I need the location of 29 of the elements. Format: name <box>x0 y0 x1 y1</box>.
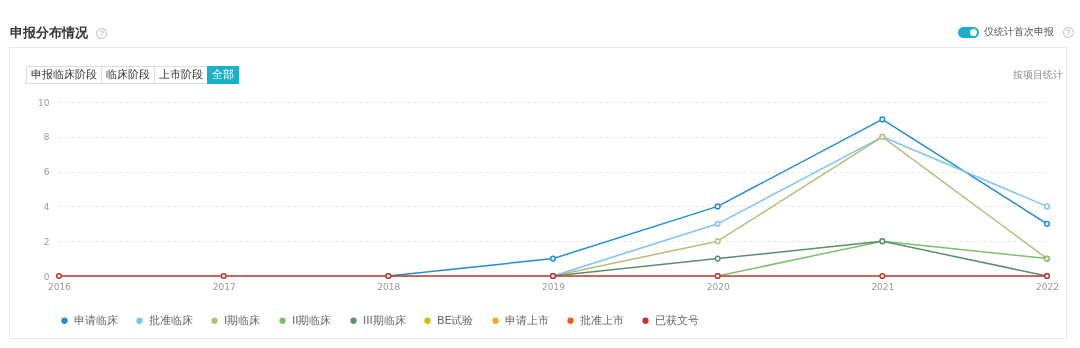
x-tick-label: 2021 <box>871 281 895 292</box>
x-tick-label: 2017 <box>212 281 236 292</box>
x-tick-label: 2016 <box>48 281 72 292</box>
y-tick-label: 10 <box>38 97 50 108</box>
x-tick-label: 2022 <box>1036 281 1059 292</box>
legend-label: III期临床 <box>363 313 406 327</box>
text: 上市阶段 <box>154 66 208 84</box>
legend-label: I期临床 <box>224 313 261 327</box>
text: 临床阶段 <box>101 66 155 84</box>
y-tick-label: 2 <box>43 236 50 247</box>
y-tick-label: 4 <box>43 201 50 212</box>
legend-label: 批准上市 <box>580 313 624 327</box>
legend-label: 批准临床 <box>149 313 193 327</box>
text: 仅统计首次申报 <box>984 25 1054 39</box>
x-tick-label: 2020 <box>706 281 730 292</box>
legend-label: 已获文号 <box>655 313 699 327</box>
y-tick-label: 6 <box>43 167 50 178</box>
chart-title: 申报分布情况 <box>10 24 89 42</box>
legend-label: 申请临床 <box>74 313 118 327</box>
text: 按项目统计 <box>1013 68 1063 82</box>
legend-label: 申请上市 <box>505 313 549 327</box>
text: 申报临床阶段 <box>26 66 102 84</box>
legend-label: BE试验 <box>437 313 474 327</box>
legend-label: II期临床 <box>292 313 332 327</box>
y-tick-label: 8 <box>43 132 50 143</box>
x-tick-label: 2018 <box>377 281 401 292</box>
x-tick-label: 2019 <box>542 281 566 292</box>
y-tick-label: 0 <box>43 271 50 282</box>
text: 全部 <box>207 66 239 84</box>
